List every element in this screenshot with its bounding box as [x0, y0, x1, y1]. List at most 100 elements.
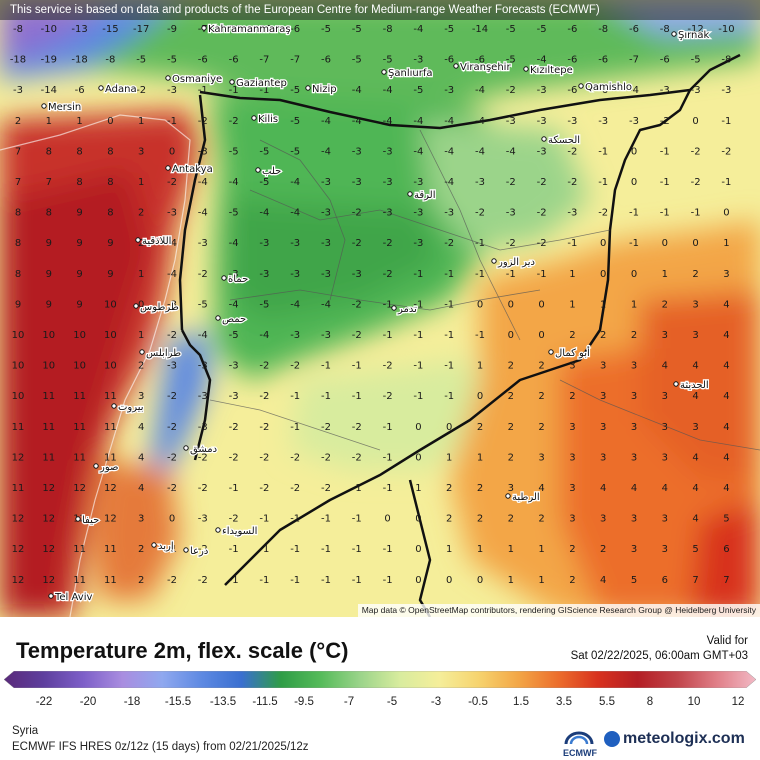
- grid-value: 1: [600, 299, 606, 310]
- grid-value: -5: [167, 55, 177, 66]
- grid-value: -13: [71, 24, 87, 35]
- place-marker: [133, 303, 139, 309]
- grid-value: -3: [321, 238, 331, 249]
- place-marker: [111, 403, 117, 409]
- grid-value: 10: [12, 361, 25, 372]
- grid-value: 1: [569, 269, 575, 280]
- grid-value: -2: [198, 452, 208, 463]
- grid-value: -5: [506, 24, 516, 35]
- grid-value: -1: [444, 361, 454, 372]
- grid-value: -1: [259, 575, 269, 586]
- grid-value: 1: [138, 116, 144, 127]
- grid-value: 0: [631, 177, 637, 188]
- grid-value: -3: [198, 514, 208, 525]
- grid-value: 1: [138, 330, 144, 341]
- grid-value: 10: [104, 299, 117, 310]
- grid-value: -2: [198, 483, 208, 494]
- grid-value: -3: [537, 116, 547, 127]
- grid-value: -2: [198, 575, 208, 586]
- grid-value: 0: [662, 238, 668, 249]
- grid-value: -3: [506, 116, 516, 127]
- place-marker: [505, 493, 511, 499]
- grid-value: 8: [15, 238, 21, 249]
- grid-value: -2: [167, 575, 177, 586]
- grid-value: -4: [475, 85, 485, 96]
- scale-tick-label: -18: [123, 696, 141, 708]
- grid-value: -4: [198, 208, 208, 219]
- grid-value: 2: [446, 514, 452, 525]
- grid-value: 0: [477, 575, 483, 586]
- grid-value: -1: [598, 177, 608, 188]
- forecast-map[interactable]: -8-10-13-15-17-9-7-13-11-6-5-5-8-4-5-14-…: [0, 0, 760, 617]
- grid-value: -1: [383, 330, 393, 341]
- grid-value: -2: [352, 238, 362, 249]
- place-label: Nizip: [312, 84, 337, 95]
- grid-value: 0: [538, 299, 544, 310]
- meteologix-brand[interactable]: meteologix.com: [623, 730, 745, 747]
- grid-value: -2: [506, 85, 516, 96]
- place-marker: [98, 85, 104, 91]
- grid-value: -1: [475, 238, 485, 249]
- ecmwf-logo-icon[interactable]: [562, 730, 596, 760]
- grid-value: 1: [138, 269, 144, 280]
- grid-value: -5: [537, 24, 547, 35]
- grid-value: 6: [723, 544, 729, 555]
- grid-value: 0: [600, 269, 606, 280]
- place-label: Osmaniye: [172, 74, 222, 85]
- grid-value: -3: [660, 85, 670, 96]
- grid-value: 9: [76, 238, 82, 249]
- grid-value: 11: [73, 544, 86, 555]
- grid-value: -1: [537, 269, 547, 280]
- grid-value: -2: [506, 177, 516, 188]
- grid-value: -2: [352, 452, 362, 463]
- grid-value: -4: [352, 85, 362, 96]
- map-attribution[interactable]: Map data © OpenStreetMap contributors, r…: [357, 604, 760, 617]
- place-label: اللاذقية: [142, 236, 171, 247]
- grid-value: -1: [383, 422, 393, 433]
- grid-value: 2: [508, 391, 514, 402]
- grid-value: -3: [383, 146, 393, 157]
- grid-value: 4: [631, 483, 637, 494]
- grid-value: 4: [723, 422, 729, 433]
- grid-value: -19: [41, 55, 57, 66]
- place-marker: [201, 25, 207, 31]
- region-name: Syria: [12, 725, 39, 737]
- grid-value: -5: [259, 299, 269, 310]
- grid-value: -3: [321, 208, 331, 219]
- grid-value: -2: [167, 452, 177, 463]
- grid-value: 11: [12, 483, 25, 494]
- grid-value: -1: [352, 361, 362, 372]
- place-label: حلب: [262, 166, 281, 177]
- grid-value: 4: [662, 483, 668, 494]
- grid-value: -1: [229, 544, 239, 555]
- place-label: حماة: [228, 274, 248, 285]
- grid-value: -1: [413, 269, 423, 280]
- grid-value: -1: [506, 269, 516, 280]
- grid-value: 3: [569, 361, 575, 372]
- meteologix-logo-icon[interactable]: [604, 731, 620, 747]
- grid-value: -6: [475, 55, 485, 66]
- grid-value: -4: [321, 299, 331, 310]
- grid-value: 2: [508, 514, 514, 525]
- grid-value: 3: [600, 391, 606, 402]
- grid-value: -2: [290, 361, 300, 372]
- place-marker: [407, 191, 413, 197]
- grid-value: -5: [691, 55, 701, 66]
- grid-value: 2: [138, 361, 144, 372]
- grid-value: -5: [321, 85, 331, 96]
- grid-value: 5: [723, 514, 729, 525]
- grid-value: -3: [475, 177, 485, 188]
- place-marker: [215, 527, 221, 533]
- grid-value: -3: [413, 55, 423, 66]
- grid-value: 8: [76, 146, 82, 157]
- grid-value: 3: [600, 452, 606, 463]
- grid-value: 12: [73, 483, 86, 494]
- grid-value: -4: [444, 116, 454, 127]
- grid-value: 8: [15, 208, 21, 219]
- place-label: Tel Aviv: [54, 592, 92, 603]
- color-scale-bar: [4, 671, 756, 688]
- grid-value: -4: [290, 299, 300, 310]
- grid-value: 11: [73, 422, 86, 433]
- place-marker: [673, 381, 679, 387]
- grid-value: 2: [477, 514, 483, 525]
